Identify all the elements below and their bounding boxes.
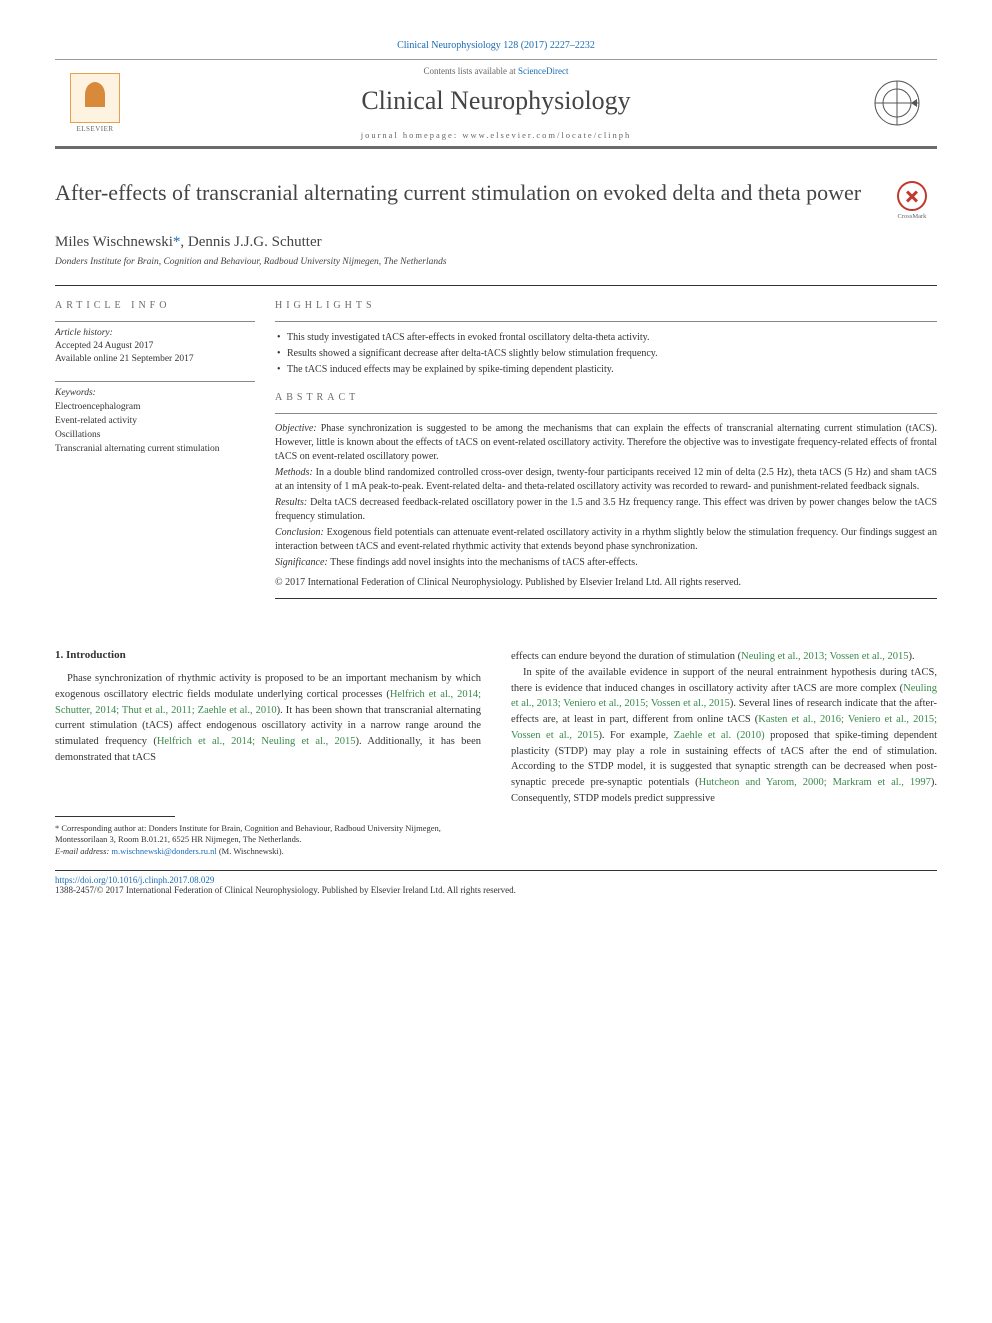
abstract-significance-text: These findings add novel insights into t… (328, 557, 638, 568)
homepage-prefix: journal homepage: (361, 130, 463, 140)
abstract-results-label: Results: (275, 497, 307, 508)
article-info-rule-2 (55, 381, 255, 382)
elsevier-label: ELSEVIER (76, 125, 113, 133)
abstract-objective-text: Phase synchronization is suggested to be… (275, 423, 937, 462)
journal-title: Clinical Neurophysiology (125, 86, 867, 116)
journal-cover-icon (867, 73, 927, 133)
article-history-line: Accepted 24 August 2017 (55, 340, 255, 353)
citation-link[interactable]: Neuling et al., 2013; Vossen et al., 201… (741, 651, 908, 662)
header-divider (55, 285, 937, 286)
contents-prefix: Contents lists available at (424, 66, 518, 76)
body-paragraph: effects can endure beyond the duration o… (511, 649, 937, 807)
abstract-conclusion-text: Exogenous field potentials can attenuate… (275, 527, 937, 552)
author-1: Miles Wischnewski (55, 234, 173, 250)
author-email-link[interactable]: m.wischnewski@donders.ru.nl (109, 846, 216, 856)
citation-link[interactable]: Helfrich et al., 2014; Neuling et al., 2… (157, 736, 356, 747)
citation-link[interactable]: Zaehle et al. (2010) (674, 730, 765, 741)
section-heading-introduction: 1. Introduction (55, 649, 481, 661)
citation-link[interactable]: Helfrich et al., 2014; Schutter, 2014; T… (55, 689, 481, 716)
citation-link[interactable]: Neuling et al., 2013; Veniero et al., 20… (511, 683, 937, 710)
keyword: Electroencephalogram (55, 400, 255, 414)
abstract-end-rule (275, 598, 937, 599)
citation-link[interactable]: Hutcheon and Yarom, 2000; Markram et al.… (699, 777, 931, 788)
email-footnote: E-mail address: m.wischnewski@donders.ru… (55, 846, 481, 858)
highlights-list: This study investigated tACS after-effec… (275, 330, 937, 378)
article-title: After-effects of transcranial alternatin… (55, 179, 872, 208)
abstract-copyright: © 2017 International Federation of Clini… (275, 576, 937, 590)
abstract-objective-label: Objective: (275, 423, 317, 434)
abstract-methods-text: In a double blind randomized controlled … (275, 467, 937, 492)
keyword: Transcranial alternating current stimula… (55, 442, 255, 456)
article-info-heading: article info (55, 300, 255, 311)
footnote-rule (55, 816, 175, 817)
abstract-methods-label: Methods: (275, 467, 313, 478)
journal-masthead: ELSEVIER Contents lists available at Sci… (55, 60, 937, 149)
article-history-heading: Article history: (55, 328, 255, 338)
keyword: Event-related activity (55, 414, 255, 428)
elsevier-tree-icon (70, 73, 120, 123)
abstract-significance-label: Significance: (275, 557, 328, 568)
authors-line: Miles Wischnewski*, Dennis J.J.G. Schutt… (55, 234, 937, 251)
abstract-rule (275, 413, 937, 414)
contents-available-line: Contents lists available at ScienceDirec… (125, 66, 867, 76)
author-2: , Dennis J.J.G. Schutter (180, 234, 321, 250)
abstract-heading: abstract (275, 392, 937, 403)
email-author-suffix: (M. Wischnewski). (217, 846, 284, 856)
highlight-item: This study investigated tACS after-effec… (275, 330, 937, 346)
crossmark-widget[interactable]: CrossMark (887, 181, 937, 220)
corresponding-author-footnote: * Corresponding author at: Donders Insti… (55, 823, 481, 847)
highlights-rule (275, 321, 937, 322)
abstract-body: Objective: Phase synchronization is sugg… (275, 422, 937, 590)
abstract-conclusion-label: Conclusion: (275, 527, 324, 538)
doi-link[interactable]: https://doi.org/10.1016/j.clinph.2017.08… (55, 875, 937, 885)
highlights-heading: highlights (275, 300, 937, 311)
elsevier-logo[interactable]: ELSEVIER (65, 68, 125, 138)
journal-homepage-line: journal homepage: www.elsevier.com/locat… (125, 130, 867, 140)
affiliation: Donders Institute for Brain, Cognition a… (55, 257, 937, 267)
issn-copyright-line: 1388-2457/© 2017 International Federatio… (55, 885, 937, 895)
abstract-results-text: Delta tACS decreased feedback-related os… (275, 497, 937, 522)
highlight-item: Results showed a significant decrease af… (275, 346, 937, 362)
journal-citation: Clinical Neurophysiology 128 (2017) 2227… (55, 40, 937, 51)
crossmark-label: CrossMark (898, 213, 927, 220)
sciencedirect-link[interactable]: ScienceDirect (518, 66, 568, 76)
article-history-line: Available online 21 September 2017 (55, 353, 255, 366)
keyword: Oscillations (55, 428, 255, 442)
bottom-rule (55, 870, 937, 871)
keywords-heading: Keywords: (55, 388, 255, 398)
homepage-url[interactable]: www.elsevier.com/locate/clinph (462, 130, 631, 140)
highlight-item: The tACS induced effects may be explaine… (275, 362, 937, 378)
article-info-rule-1 (55, 321, 255, 322)
footnote-corr-text: Corresponding author at: Donders Institu… (55, 823, 441, 845)
email-label: E-mail address: (55, 846, 109, 856)
crossmark-icon (897, 181, 927, 211)
body-paragraph: Phase synchronization of rhythmic activi… (55, 671, 481, 766)
